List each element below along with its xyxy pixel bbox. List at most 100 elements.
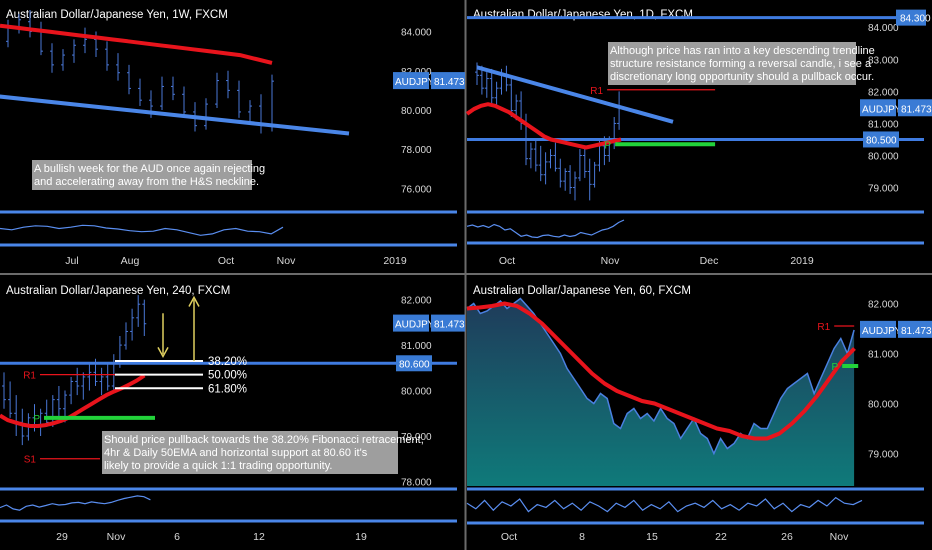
chart-title: Australian Dollar/Japanese Yen, 60, FXCM: [473, 285, 691, 297]
annotation-box: [102, 431, 398, 474]
ema-line: [0, 23, 273, 65]
x-tick-label: 12: [253, 531, 265, 543]
pullback-arrow-head: [157, 347, 169, 359]
price-text: 81.473: [901, 104, 932, 115]
oscillator-line: [466, 219, 625, 239]
x-tick-label: Aug: [121, 255, 140, 267]
annotation-line: 4hr & Daily 50EMA and horizontal support…: [104, 447, 368, 459]
annotation-box: [608, 42, 856, 85]
support-price-tag: [863, 131, 899, 148]
symbol-tag: [860, 99, 896, 117]
y-tick-label: 81.000: [868, 119, 899, 130]
annotation-line: A bullish week for the AUD once again re…: [34, 163, 265, 175]
y-tick-label: 81.000: [868, 350, 899, 361]
y-tick-label: 79.000: [868, 184, 899, 195]
x-tick-label: 6: [174, 531, 180, 543]
s1-label: S1: [24, 455, 37, 466]
fib-label: 61.80%: [208, 383, 247, 395]
y-tick-label: 80.000: [868, 400, 899, 411]
x-tick-label: 2019: [790, 255, 814, 267]
price-tag: [898, 99, 932, 117]
x-tick-label: Nov: [277, 255, 296, 267]
fib-label: 50.00%: [208, 370, 247, 382]
y-tick-label: 78.000: [401, 145, 432, 156]
x-tick-label: Nov: [601, 255, 620, 267]
symbol-text: AUDJPY: [395, 320, 435, 331]
price-text: 81.473: [901, 326, 932, 337]
x-tick-label: Oct: [501, 531, 517, 543]
support-price-text: 80.500: [866, 135, 897, 146]
annotation-line: likely to provide a quick 1:1 trading op…: [104, 460, 332, 472]
y-tick-label: 78.000: [401, 477, 432, 488]
resistance-price-text: 84.300: [900, 14, 931, 25]
price-tag: [431, 314, 465, 332]
trendline: [0, 94, 350, 136]
x-tick-label: Nov: [830, 531, 849, 543]
symbol-text: AUDJPY: [862, 326, 902, 337]
price-tag: [431, 72, 465, 90]
x-tick-label: Oct: [218, 255, 234, 267]
price-line: [466, 297, 855, 456]
annotation-line: Should price pullback towards the 38.20%…: [104, 434, 424, 446]
chart-panel-h4: Australian Dollar/Japanese Yen, 240, FXC…: [0, 285, 465, 543]
ema-line: [466, 301, 856, 441]
x-tick-label: 26: [781, 531, 793, 543]
symbol-tag: [860, 320, 896, 338]
pivot-label: P: [832, 362, 839, 373]
y-tick-label: 84.000: [868, 23, 899, 34]
y-tick-label: 82.000: [868, 87, 899, 98]
x-tick-label: 22: [715, 531, 727, 543]
ema-line: [465, 102, 622, 150]
x-tick-label: Oct: [499, 255, 515, 267]
x-tick-label: Dec: [700, 255, 719, 267]
y-tick-label: 83.000: [868, 55, 899, 66]
chart-panel-h1: Australian Dollar/Japanese Yen, 60, FXCM…: [466, 285, 932, 543]
price-tag: [898, 320, 932, 338]
symbol-tag: [393, 72, 429, 90]
y-tick-label: 80.000: [401, 387, 432, 398]
y-tick-label: 84.000: [401, 28, 432, 39]
target-arrow-head: [188, 295, 200, 307]
y-tick-label: 76.000: [401, 184, 432, 195]
symbol-text: AUDJPY: [395, 77, 435, 88]
annotation-line: structure resistance forming a reversal …: [610, 58, 872, 70]
resistance-price-tag: [896, 9, 926, 26]
support-price-tag: [396, 355, 432, 372]
y-tick-label: 82.000: [401, 296, 432, 307]
fib-label: 38.20%: [208, 356, 247, 368]
oscillator-line: [466, 496, 863, 513]
price-text: 81.473: [434, 320, 465, 331]
x-tick-label: 29: [56, 531, 68, 543]
chart-panel-daily: Australian Dollar/Japanese Yen, 1D, FXCM…: [465, 9, 932, 267]
y-tick-label: 81.000: [401, 341, 432, 352]
x-tick-label: Jul: [65, 255, 78, 267]
r1-label: R1: [23, 371, 36, 382]
annotation-box: [32, 160, 252, 190]
annotation-line: and accelerating away from the H&S neckl…: [34, 176, 259, 188]
chart-title: Australian Dollar/Japanese Yen, 240, FXC…: [6, 285, 230, 297]
x-tick-label: Nov: [107, 531, 126, 543]
y-tick-label: 79.000: [401, 432, 432, 443]
y-tick-label: 79.000: [868, 450, 899, 461]
chart-title: Australian Dollar/Japanese Yen, 1D, FXCM: [473, 9, 693, 21]
x-tick-label: 2019: [383, 255, 407, 267]
trendline: [476, 65, 674, 124]
r1-label: R1: [817, 322, 830, 333]
chart-title: Australian Dollar/Japanese Yen, 1W, FXCM: [6, 9, 228, 21]
oscillator-line: [0, 495, 151, 511]
support-price-text: 80.600: [399, 359, 430, 370]
r1-label: R1: [590, 86, 603, 97]
price-text: 81.473: [434, 77, 465, 88]
symbol-text: AUDJPY: [862, 104, 902, 115]
y-tick-label: 80.000: [401, 106, 432, 117]
x-tick-label: 15: [646, 531, 658, 543]
oscillator-line: [0, 224, 284, 236]
x-tick-label: 19: [355, 531, 367, 543]
annotation-line: discretionary long opportunity should a …: [610, 71, 874, 83]
y-tick-label: 82.000: [868, 300, 899, 311]
annotation-line: Although price has ran into a key descen…: [610, 45, 875, 57]
x-tick-label: 8: [579, 531, 585, 543]
symbol-tag: [393, 314, 429, 332]
pivot-label: P: [33, 414, 40, 425]
